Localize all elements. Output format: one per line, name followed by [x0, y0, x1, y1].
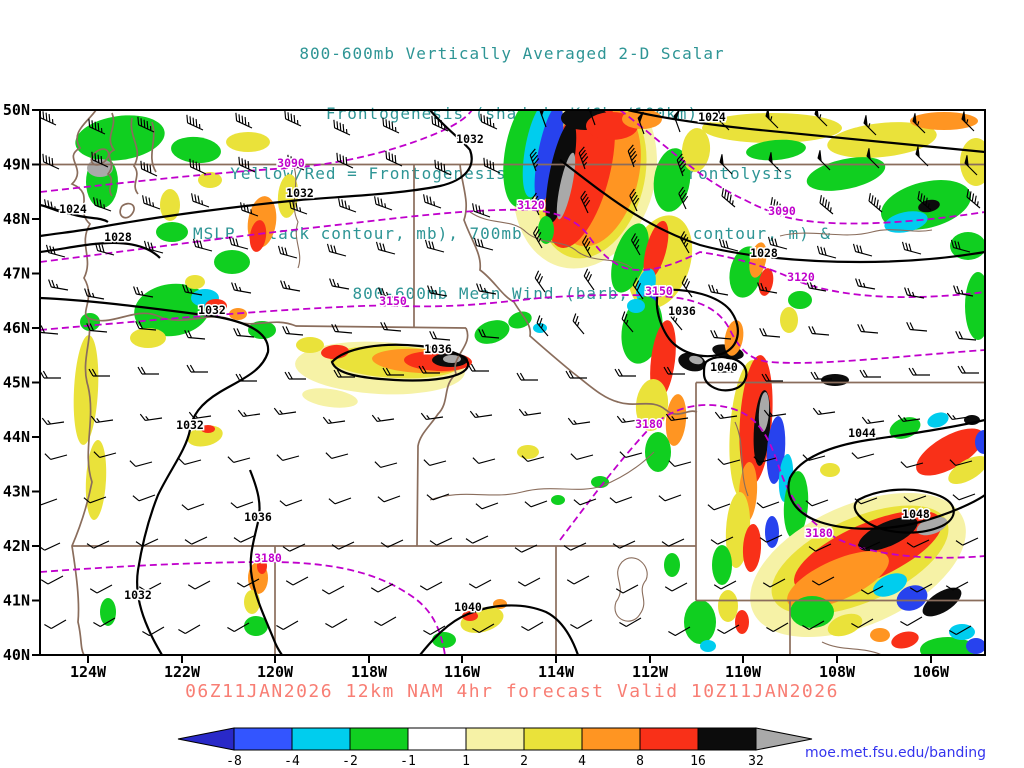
- contour-label-mslp: 1048: [902, 507, 930, 521]
- colorbar-tick-label: 4: [578, 754, 586, 768]
- contour-label-mslp: 1028: [104, 230, 132, 244]
- contour-label-mslp: 1028: [750, 246, 778, 260]
- colorbar-triangle-right: [755, 727, 813, 751]
- lat-label: 50N: [3, 101, 30, 119]
- colorbar-segment: [233, 727, 293, 751]
- contour-label-hght: 3090: [277, 156, 305, 170]
- contour-label-hght: 3150: [379, 294, 407, 308]
- wind-barbs: [40, 110, 981, 636]
- colorbar-tick-label: 1: [462, 754, 470, 768]
- colorbar-segment: [639, 727, 699, 751]
- lon-label: 116W: [444, 663, 481, 681]
- lon-label: 118W: [351, 663, 388, 681]
- axis-ticks-and-labels: 50N 49N 48N 47N 46N 45N 44N 43N 42N 41N 40N 124W 122…: [3, 101, 950, 681]
- lat-label: 41N: [3, 592, 30, 610]
- title-line-1: 800-600mb Vertically Averaged 2-D Scalar: [299, 44, 725, 63]
- contour-label-mslp: 1032: [198, 303, 226, 317]
- colorbar: -8 -4 -2 -1 1 2 4 8 16 32: [177, 727, 813, 768]
- lat-label: 40N: [3, 646, 30, 664]
- contour-label-mslp: 1040: [710, 360, 738, 374]
- contour-label-mslp: 1032: [286, 186, 314, 200]
- contour-label-mslp: 1024: [59, 202, 87, 216]
- lat-label: 46N: [3, 319, 30, 337]
- lat-label: 45N: [3, 374, 30, 392]
- contour-label-mslp: 1036: [668, 304, 696, 318]
- lat-label: 48N: [3, 210, 30, 228]
- lat-label: 43N: [3, 483, 30, 501]
- contour-label-mslp: 1036: [244, 510, 272, 524]
- contour-label-mslp: 1032: [176, 418, 204, 432]
- colorbar-triangle-left: [177, 727, 235, 751]
- contour-label-hght: 3120: [787, 270, 815, 284]
- contour-label-mslp: 1040: [454, 600, 482, 614]
- contour-label-hght: 3150: [645, 284, 673, 298]
- lon-label: 106W: [913, 663, 950, 681]
- lat-label: 49N: [3, 156, 30, 174]
- colorbar-tick-label: 32: [748, 754, 764, 768]
- lon-label: 120W: [257, 663, 294, 681]
- colorbar-tick-label: 8: [636, 754, 644, 768]
- lon-label: 124W: [70, 663, 107, 681]
- contour-labels: 1032 1024 1032 1024 1028 1032 1036 1036 1040 1028…: [58, 109, 932, 616]
- colorbar-segment: [697, 727, 757, 751]
- contour-label-hght: 3180: [635, 417, 663, 431]
- lon-label: 108W: [819, 663, 856, 681]
- colorbar-segment: [349, 727, 409, 751]
- lat-label: 42N: [3, 537, 30, 555]
- lon-label: 114W: [538, 663, 575, 681]
- colorbar-segment: [465, 727, 525, 751]
- contour-label-mslp: 1036: [424, 342, 452, 356]
- contour-label-mslp: 1044: [848, 426, 876, 440]
- colorbar-segment: [291, 727, 351, 751]
- contour-label-hght: 3180: [254, 551, 282, 565]
- colorbar-segment: [407, 727, 467, 751]
- colorbar-tick-label: -8: [226, 754, 242, 768]
- contour-label-mslp: 1024: [698, 110, 726, 124]
- height-contours: [40, 110, 985, 655]
- site-link[interactable]: moe.met.fsu.edu/banding: [805, 745, 986, 761]
- colorbar-segment: [581, 727, 641, 751]
- map-frame: [39, 109, 986, 656]
- mslp-contours: [40, 110, 985, 655]
- lat-label: 47N: [3, 265, 30, 283]
- colorbar-tick-label: -1: [400, 754, 416, 768]
- colorbar-tick-label: 2: [520, 754, 528, 768]
- contour-label-hght: 3090: [768, 204, 796, 218]
- contour-label-mslp: 1032: [456, 132, 484, 146]
- lat-label: 44N: [3, 428, 30, 446]
- forecast-caption: 06Z11JAN2026 12km NAM 4hr forecast Valid…: [185, 681, 839, 702]
- colorbar-tick-label: 16: [690, 754, 706, 768]
- lon-label: 122W: [164, 663, 201, 681]
- colorbar-segment: [523, 727, 583, 751]
- lon-label: 110W: [725, 663, 762, 681]
- state-borders: [40, 110, 985, 655]
- contour-label-mslp: 1032: [124, 588, 152, 602]
- colorbar-tick-label: -4: [284, 754, 300, 768]
- contour-label-hght: 3120: [517, 198, 545, 212]
- contour-label-hght: 3180: [805, 526, 833, 540]
- title-line-5: 800-600mb Mean Wind (barb, kt): [352, 284, 672, 303]
- colorbar-tick-label: -2: [342, 754, 358, 768]
- weather-map: 1032 1024 1032 1024 1028 1032 1036 1036 1040 1028…: [3, 101, 986, 681]
- lon-label: 112W: [632, 663, 669, 681]
